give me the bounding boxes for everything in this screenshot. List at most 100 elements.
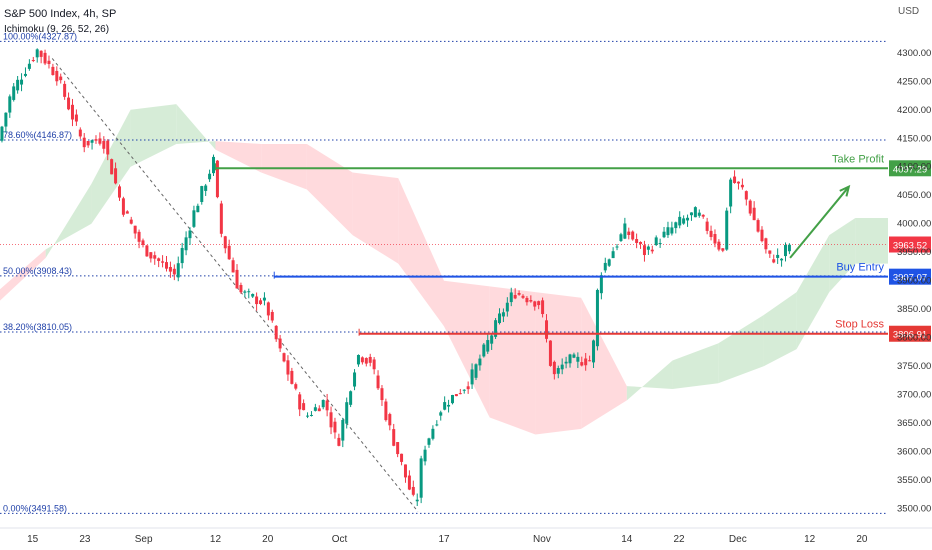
candle-body bbox=[760, 229, 764, 242]
candle-body bbox=[200, 186, 204, 202]
candle-body bbox=[458, 393, 462, 395]
candle-body bbox=[345, 402, 349, 424]
candle-body bbox=[513, 295, 517, 299]
candle-body bbox=[607, 259, 611, 266]
candle-body bbox=[102, 140, 106, 149]
candle-body bbox=[642, 245, 646, 256]
candle-body bbox=[309, 414, 313, 416]
x-tick-label: 20 bbox=[856, 534, 868, 545]
x-tick-label: 17 bbox=[438, 534, 450, 545]
ichimoku-cloud-segment bbox=[626, 360, 673, 401]
candle-body bbox=[51, 66, 55, 76]
ichimoku-cloud-segment bbox=[796, 235, 830, 350]
candle-body bbox=[580, 362, 584, 366]
candle-body bbox=[282, 353, 286, 362]
candle-body bbox=[705, 221, 709, 231]
candle-body bbox=[388, 414, 392, 426]
candle-body bbox=[447, 404, 451, 407]
candle-body bbox=[494, 320, 498, 337]
candle-body bbox=[615, 246, 619, 248]
x-tick-label: 15 bbox=[27, 534, 39, 545]
candle-body bbox=[86, 140, 90, 146]
candle-body bbox=[247, 291, 251, 293]
candle-body bbox=[764, 238, 768, 250]
candle-body bbox=[215, 160, 219, 198]
candle-body bbox=[787, 244, 791, 252]
candle-body bbox=[654, 237, 658, 245]
candle-body bbox=[631, 231, 635, 240]
indicator-legend[interactable]: Ichimoku (9, 26, 52, 26) bbox=[4, 24, 110, 35]
ichimoku-cloud-segment bbox=[176, 104, 216, 150]
candle-body bbox=[403, 464, 407, 478]
candle-body bbox=[623, 223, 627, 239]
candle-body bbox=[121, 198, 125, 215]
x-tick-label: 20 bbox=[262, 534, 274, 545]
candle-body bbox=[176, 263, 180, 278]
y-tick-label: 3750.00 bbox=[897, 361, 931, 372]
candle-body bbox=[212, 156, 216, 174]
ichimoku-cloud-segment bbox=[581, 297, 627, 429]
candle-body bbox=[286, 360, 290, 375]
ichimoku-cloud-segment bbox=[45, 183, 92, 258]
candle-body bbox=[478, 358, 482, 366]
price-tag-text: 3806.91 bbox=[893, 330, 927, 341]
candle-body bbox=[709, 230, 713, 238]
candle-body bbox=[576, 356, 580, 362]
candle-body bbox=[106, 140, 110, 155]
ichimoku-cloud-segment bbox=[489, 286, 536, 435]
candle-body bbox=[603, 262, 607, 271]
candle-body bbox=[114, 168, 118, 184]
candle-body bbox=[302, 403, 306, 411]
candle-body bbox=[325, 400, 329, 411]
candle-body bbox=[392, 429, 396, 446]
candle-body bbox=[662, 231, 666, 238]
candle-body bbox=[509, 292, 513, 303]
candle-body bbox=[208, 173, 212, 180]
ichimoku-cloud-segment bbox=[855, 218, 888, 264]
candle-body bbox=[560, 364, 564, 370]
candle-body bbox=[435, 424, 439, 426]
candle-body bbox=[450, 394, 454, 404]
candle-body bbox=[270, 311, 274, 321]
candle-body bbox=[564, 361, 568, 364]
candle-body bbox=[290, 370, 294, 384]
candle-body bbox=[423, 449, 427, 462]
candle-body bbox=[360, 357, 364, 363]
candle-body bbox=[145, 245, 149, 257]
candle-body bbox=[55, 70, 59, 82]
candle-body bbox=[666, 227, 670, 236]
y-tick-label: 3950.00 bbox=[897, 247, 931, 258]
candle-body bbox=[368, 356, 372, 363]
candle-body bbox=[592, 340, 596, 363]
candle-body bbox=[396, 442, 400, 455]
candle-body bbox=[599, 275, 603, 294]
candle-body bbox=[783, 245, 787, 257]
symbol-title[interactable]: S&P 500 Index, 4h, SP bbox=[4, 8, 117, 20]
candle-body bbox=[646, 246, 650, 250]
candle-body bbox=[490, 335, 494, 344]
candle-body bbox=[407, 475, 411, 490]
candle-body bbox=[376, 375, 380, 389]
candle-body bbox=[611, 251, 615, 259]
ichimoku-cloud-segment bbox=[829, 218, 856, 293]
candle-body bbox=[172, 268, 176, 275]
candle-body bbox=[259, 300, 263, 305]
candle-body bbox=[70, 104, 74, 120]
fib-level-label: 100.00%(4327.87) bbox=[3, 31, 77, 41]
candle-body bbox=[670, 227, 674, 234]
trend-line bbox=[51, 58, 419, 512]
level-label: Buy Entry bbox=[836, 262, 884, 274]
candle-body bbox=[262, 297, 266, 301]
candle-body bbox=[439, 412, 443, 416]
y-tick-label: 4300.00 bbox=[897, 48, 931, 59]
candle-body bbox=[353, 372, 357, 387]
candle-body bbox=[650, 249, 654, 252]
candle-body bbox=[674, 222, 678, 229]
candle-body bbox=[486, 340, 490, 352]
candle-body bbox=[740, 184, 744, 188]
fib-level-label: 38.20%(3810.05) bbox=[3, 322, 72, 332]
candle-body bbox=[298, 394, 302, 410]
candle-body bbox=[556, 368, 560, 374]
candle-body bbox=[12, 86, 16, 100]
